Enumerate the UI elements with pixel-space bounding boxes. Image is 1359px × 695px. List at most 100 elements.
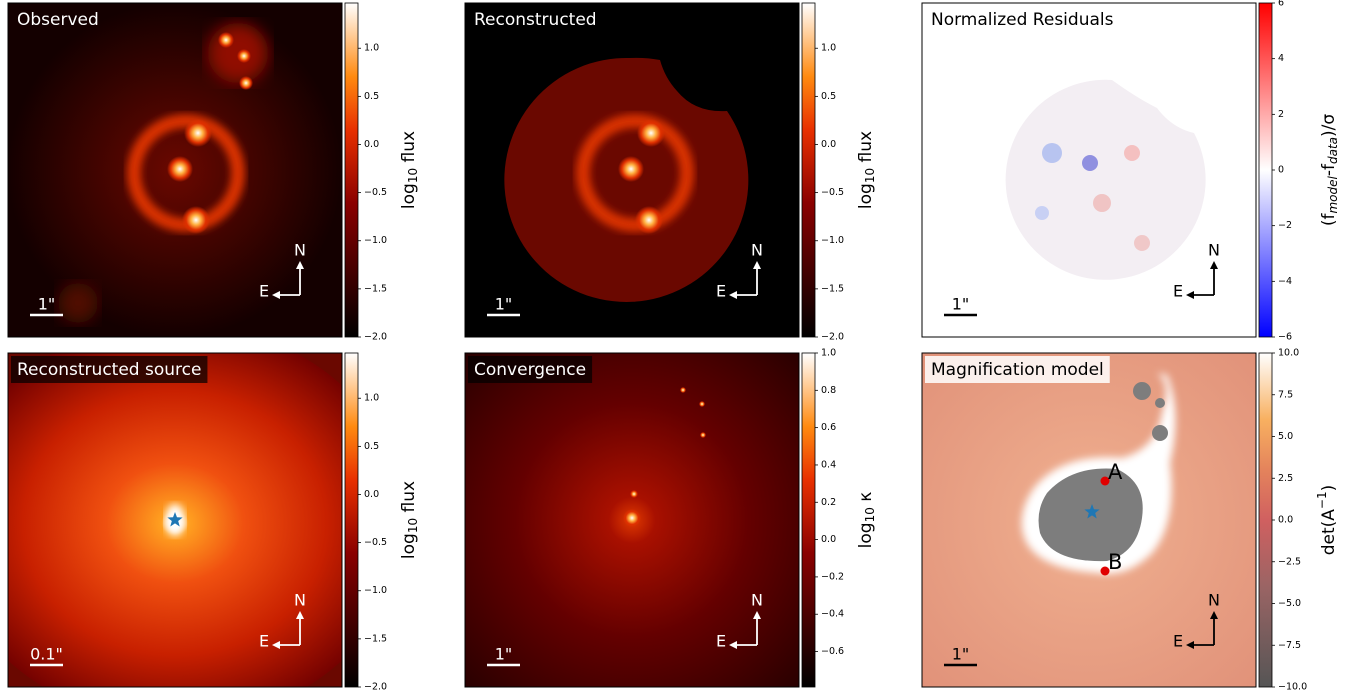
annotation: A	[1108, 460, 1123, 484]
compass	[278, 617, 301, 646]
colorbar: 6 4 2 0 −2 −4 −6 (fmodel-fdata)/σ	[1258, 0, 1340, 343]
compass	[278, 267, 301, 296]
compass-east: E	[259, 632, 269, 651]
colorbar-tick-label: −1.5	[364, 633, 387, 644]
panel-title: Convergence	[474, 360, 586, 380]
colorbar-label-part: )/σ	[1319, 114, 1339, 137]
compass-arrow	[1186, 611, 1218, 649]
colorbar-tick-label: −1.5	[364, 283, 387, 294]
colorbar-label: det(A−1)	[1315, 485, 1340, 556]
compass-east: E	[716, 282, 726, 301]
compass-north: N	[294, 241, 306, 260]
colorbar-tick-label: −4	[1278, 276, 1292, 287]
colorbar-label-part: 10	[863, 507, 877, 522]
colorbar-label-part: −1	[1315, 491, 1329, 509]
colorbar: 1.0 0.8 0.6 0.4 0.2 0.0 −0.2 −0.4 −0.6 log10 κ	[801, 348, 877, 688]
compass-arrow	[729, 611, 761, 649]
compass-north: N	[751, 591, 763, 610]
frame	[921, 2, 1257, 338]
scale-bar-label: 0.1"	[30, 645, 63, 664]
panel-title: Observed	[17, 10, 99, 30]
frame	[464, 352, 800, 688]
compass-east: E	[1173, 282, 1183, 301]
colorbar-tick-label: 2.5	[1278, 473, 1293, 484]
colorbar-tick-label: −10.0	[1278, 682, 1307, 693]
compass	[1192, 617, 1215, 646]
colorbar-tick-label: −2.0	[364, 332, 387, 343]
colorbar-tick-label: 0.0	[821, 139, 836, 150]
colorbar-tick-label: 0.5	[364, 91, 379, 102]
scale-bar-label: 1"	[38, 295, 56, 314]
colorbar-tick-label: 0.0	[821, 534, 836, 545]
colorbar-tick-label: −2.5	[1278, 556, 1301, 567]
compass-arrow	[729, 261, 761, 299]
colorbar-tick-label: 1.0	[821, 43, 836, 54]
colorbar: 1.0 0.5 0.0 −0.5 −1.0 −1.5 −2.0 log10 flux	[344, 2, 420, 343]
colorbar-label-part: det(A	[1319, 509, 1339, 556]
colorbar-tick-label: −6	[1278, 332, 1292, 343]
colorbar-tick-label: −0.6	[821, 646, 844, 657]
panel: Reconstructed 1" N E 1.0 0.5 0.0 −0.5 −1.0 −1.5 −2…	[464, 2, 877, 343]
colorbar-tick-label: −1.5	[821, 283, 844, 294]
colorbar-tick-label: −2.0	[364, 682, 387, 693]
compass-north: N	[751, 241, 763, 260]
frame	[921, 352, 1257, 688]
colorbar-tick-label: 0	[1278, 165, 1284, 176]
compass-arrow	[1186, 261, 1218, 299]
compass-north: N	[294, 591, 306, 610]
colorbar-tick-label: −0.5	[364, 187, 387, 198]
compass-arrow	[272, 261, 304, 299]
colorbar-tick-label: 0.0	[364, 489, 379, 500]
colorbar-label: log10 κ	[856, 492, 877, 549]
colorbar-tick-label: −0.4	[821, 609, 844, 620]
colorbar-tick-label: −0.5	[364, 537, 387, 548]
colorbar-scale	[1258, 352, 1273, 688]
colorbar-tick-label: −1.0	[364, 585, 387, 596]
colorbar-tick-label: 1.0	[821, 348, 836, 359]
panel: Reconstructed source 0.1" N E 1.0 0.5 0.0 −0.5 −…	[7, 352, 420, 693]
image-point	[1100, 476, 1110, 486]
panel-title: Reconstructed	[474, 10, 597, 30]
colorbar-tick-label: 0.2	[821, 497, 836, 508]
frame	[7, 2, 343, 338]
panel-title: Reconstructed source	[17, 360, 201, 380]
colorbar-label-part: log	[856, 183, 876, 209]
colorbar-tick-label: −1.0	[821, 235, 844, 246]
panel: Normalized Residuals 1" N E 6 4 2 0 −2 −4 −6 (fmode…	[921, 0, 1340, 343]
panel: Observed 1" N E 1.0 0.5 0.0 −0.5 −1.0 −1.5 −2.0 log…	[7, 2, 420, 343]
colorbar-tick-label: 1.0	[364, 43, 379, 54]
colorbar-label-part: flux	[399, 481, 419, 518]
source-position	[1084, 504, 1100, 519]
colorbar-tick-label: 0.5	[364, 441, 379, 452]
source-position	[167, 512, 183, 527]
compass-north: N	[1208, 241, 1220, 260]
colorbar-tick-label: −1.0	[364, 235, 387, 246]
colorbar-tick-label: −2.0	[821, 332, 844, 343]
colorbar-label-part: log	[399, 533, 419, 559]
image	[922, 353, 1256, 687]
colorbar-tick-label: −2	[1278, 220, 1292, 231]
scale-bar-label: 1"	[952, 295, 970, 314]
colorbar-tick-label: 0.6	[821, 422, 836, 433]
colorbar-tick-label: 6	[1278, 0, 1284, 9]
image-point	[1100, 566, 1110, 576]
scale-bar-label: 1"	[495, 645, 513, 664]
colorbar-tick-label: −0.5	[821, 187, 844, 198]
panel-title: Magnification model	[931, 360, 1104, 380]
frame	[7, 352, 343, 688]
scale-bar-label: 1"	[495, 295, 513, 314]
compass-east: E	[1173, 632, 1183, 651]
colorbar-scale	[801, 352, 816, 688]
colorbar-scale	[344, 2, 359, 338]
title-box	[11, 356, 208, 383]
colorbar-label-part: data	[1326, 137, 1340, 164]
colorbar-tick-label: 1.0	[364, 393, 379, 404]
colorbar-label-part: flux	[399, 131, 419, 168]
annotation: B	[1108, 550, 1122, 574]
colorbar-tick-label: 0.4	[821, 459, 836, 470]
image	[465, 353, 799, 687]
compass-east: E	[259, 282, 269, 301]
colorbar: 10.0 7.5 5.0 2.5 0.0 −2.5 −5.0 −7.5 −10.0 det(A−1…	[1258, 348, 1340, 693]
scale-bar-label: 1"	[952, 645, 970, 664]
